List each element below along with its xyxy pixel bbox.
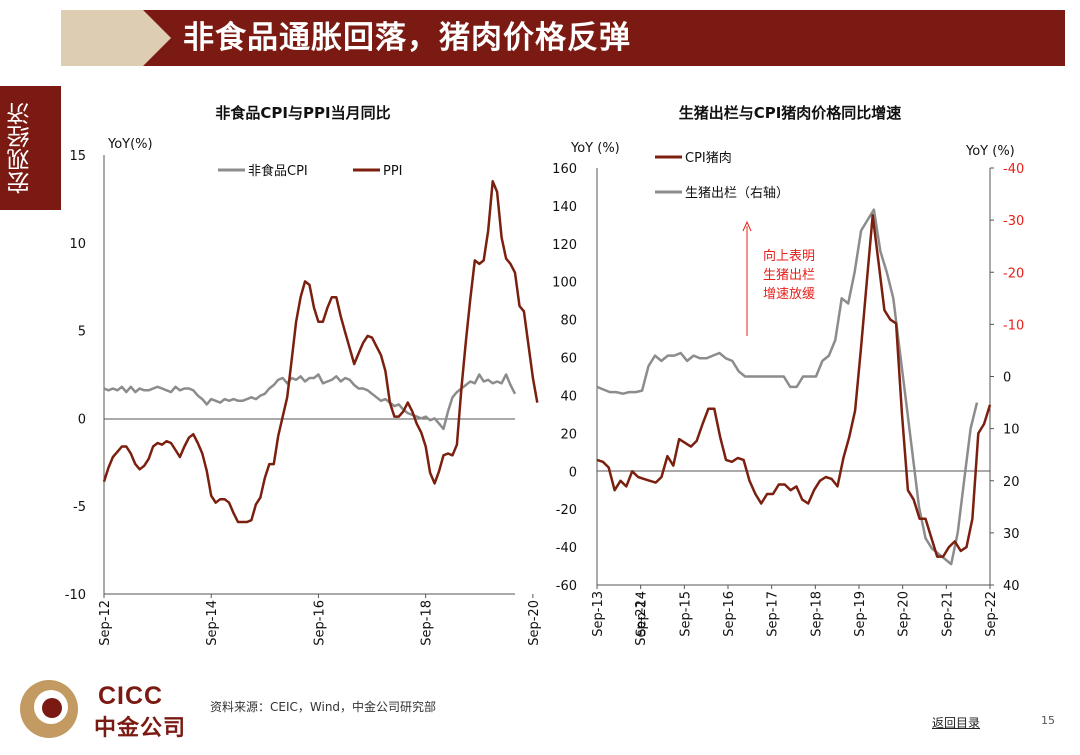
xtick-label: Sep-20 [527, 600, 542, 646]
ytick-label: 15 [69, 149, 86, 164]
back-to-contents-link[interactable]: 返回目录 [932, 716, 981, 730]
source-note: 资料来源：CEIC，Wind，中金公司研究部 [210, 700, 437, 714]
chart-left-series [102, 180, 539, 524]
chart-right: 生猪出栏与CPI猪肉价格同比增速 YoY (%) YoY (%) 1601401… [552, 104, 1024, 637]
annotation-arrowhead [742, 220, 752, 232]
ytick-label-left: -40 [556, 541, 577, 556]
ytick-label: 10 [69, 237, 86, 252]
ytick-label-right: 0 [1003, 371, 1011, 386]
page-title: 非食品通胀回落，猪肉价格反弹 [183, 20, 631, 56]
series-line-ppi [102, 180, 539, 524]
legend-label-ppi: PPI [383, 164, 403, 179]
annotation: 向上表明生猪出栏增速放缓 [742, 220, 815, 336]
ytick-label: -10 [65, 588, 86, 603]
chart-right-ylabel-left: YoY (%) [570, 141, 620, 156]
title-banner [143, 10, 1065, 66]
chart-left-xaxis: Sep-12 Sep-14 Sep-16 Sep-18 Sep-20 Sep-22 [98, 594, 649, 646]
xtick-label: Sep-12 [98, 600, 113, 646]
chart-right-left-axis: 160 140 120 100 80 60 40 20 0 -20 -40 -60 [552, 162, 577, 594]
series-line-nonfood-cpi [103, 373, 517, 431]
xtick-label: Sep-16 [312, 600, 327, 646]
chart-left-legend: 非食品CPI PPI [218, 163, 403, 179]
xtick-label: Sep-17 [766, 591, 781, 637]
legend-label-nonfood-cpi: 非食品CPI [248, 163, 308, 179]
ytick-label-right: -10 [1003, 318, 1024, 333]
chart-right-series [596, 208, 992, 566]
logo-text-cn: 中金公司 [94, 716, 187, 741]
ytick-label-left: 40 [560, 389, 577, 404]
xtick-label: Sep-22 [634, 600, 649, 646]
xtick-label: Sep-15 [678, 591, 693, 637]
ytick-label-left: 140 [552, 200, 577, 215]
ytick-label-right: 10 [1003, 423, 1020, 438]
ytick-label-left: -60 [556, 579, 577, 594]
xtick-label: Sep-16 [722, 591, 737, 637]
annotation-line: 向上表明 [763, 248, 815, 264]
ytick-label-left: 120 [552, 238, 577, 253]
xtick-label: Sep-14 [635, 591, 650, 637]
cicc-logo: CICC 中金公司 [20, 680, 195, 741]
ytick-label: -5 [73, 500, 86, 515]
xtick-label: Sep-18 [420, 600, 435, 646]
series-line-pork-cpi [596, 214, 992, 558]
xtick-label: Sep-18 [809, 591, 824, 637]
chart-left-title: 非食品CPI与PPI当月同比 [215, 104, 390, 122]
xtick-label: Sep-20 [897, 591, 912, 637]
ytick-label-right: 30 [1003, 527, 1020, 542]
legend-label-hog-output: 生猪出栏（右轴） [685, 186, 789, 201]
xtick-label: Sep-21 [940, 591, 955, 637]
page-number: 15 [1041, 714, 1055, 727]
ytick-label-left: 20 [560, 427, 577, 442]
series-line-hog-output [596, 208, 979, 566]
ytick-label-right: -30 [1003, 214, 1024, 229]
ytick-label-right: 40 [1003, 579, 1020, 594]
ytick-label-left: 60 [560, 352, 577, 367]
chart-right-title: 生猪出栏与CPI猪肉价格同比增速 [679, 104, 902, 122]
legend-label-pork-cpi: CPI猪肉 [685, 151, 732, 166]
banner-accent [61, 10, 143, 66]
ytick-label-left: 100 [552, 276, 577, 291]
ytick-label-right: -20 [1003, 266, 1024, 281]
section-tab[interactable] [0, 86, 61, 210]
chart-right-legend: CPI猪肉 生猪出栏（右轴） [655, 151, 789, 201]
annotation-line: 增速放缓 [763, 287, 815, 302]
xtick-label: Sep-22 [984, 591, 999, 637]
annotation-text: 向上表明生猪出栏增速放缓 [763, 248, 815, 302]
chart-right-right-axis: -40 -30 -20 -10 0 10 20 30 40 [990, 162, 1024, 594]
chart-left-yaxis: 15 10 5 0 -5 -10 [65, 149, 86, 603]
ytick-label-left: 80 [560, 314, 577, 329]
ytick-label-right: -40 [1003, 162, 1024, 177]
logo-text-en: CICC [98, 682, 164, 710]
xtick-label: Sep-14 [205, 600, 220, 646]
chart-left: 非食品CPI与PPI当月同比 YoY(%) 15 10 5 0 -5 -10 Sep-12… [65, 104, 649, 646]
annotation-line: 生猪出栏 [763, 268, 815, 283]
chart-right-ylabel-right: YoY (%) [965, 144, 1015, 159]
ytick-label-right: 20 [1003, 475, 1020, 490]
chart-left-ylabel: YoY(%) [107, 137, 153, 152]
chart-right-xaxis: Sep-13 Sep-14 Sep-15 Sep-16 Sep-17 Sep-18 Sep-… [591, 585, 999, 637]
ytick-label: 0 [78, 412, 86, 427]
ytick-label-left: 160 [552, 162, 577, 177]
ytick-label-left: 0 [569, 465, 577, 480]
xtick-label: Sep-19 [853, 591, 868, 637]
ytick-label: 5 [78, 325, 86, 340]
xtick-label: Sep-13 [591, 591, 606, 637]
ytick-label-left: -20 [556, 503, 577, 518]
